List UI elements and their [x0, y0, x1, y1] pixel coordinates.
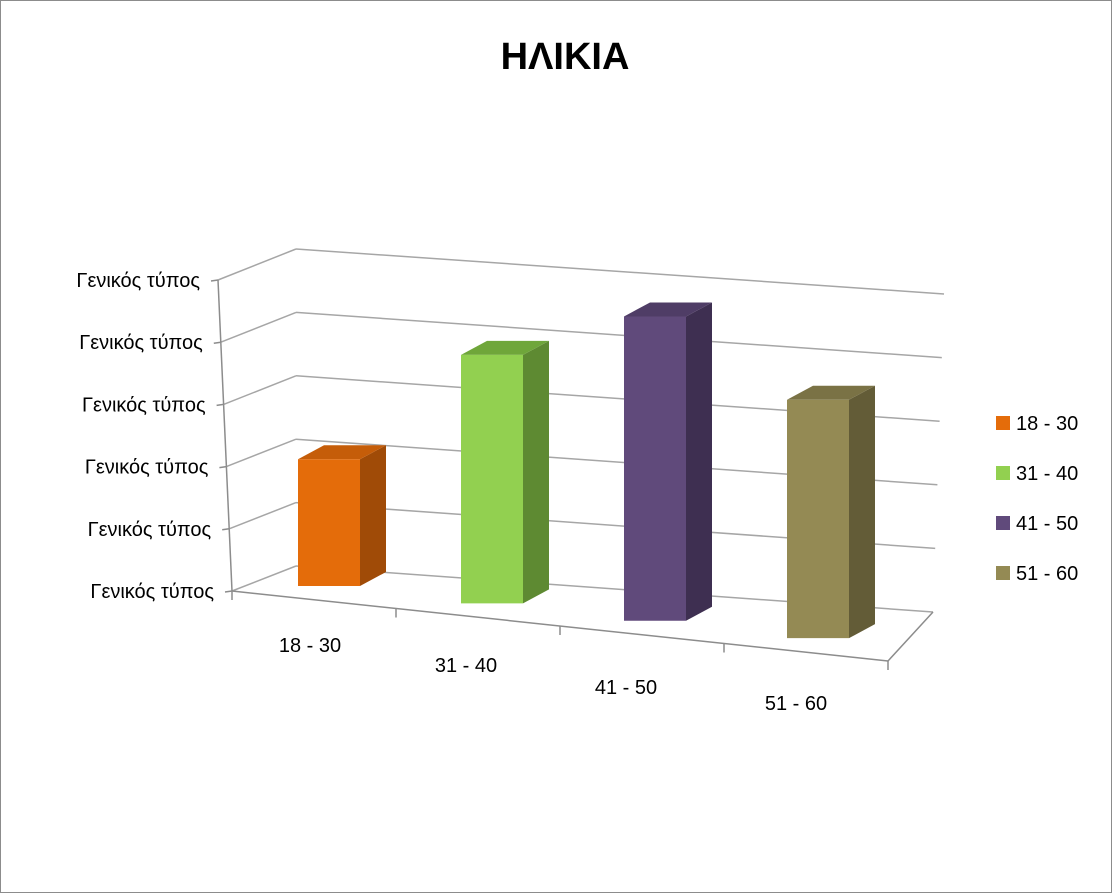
legend-swatch — [996, 416, 1010, 430]
y-tick-label: Γενικός τύπος — [90, 581, 214, 603]
x-tick-label: 31 - 40 — [435, 655, 497, 677]
side-wall-gridline — [228, 501, 297, 530]
y-tick-label: Γενικός τύπος — [88, 519, 212, 541]
legend-swatch — [996, 516, 1010, 530]
legend-label: 18 - 30 — [1016, 413, 1078, 435]
back-wall-gridline — [295, 311, 942, 359]
bar-side-51 - 60 — [849, 385, 875, 639]
y-tick-mark — [219, 465, 227, 469]
bar-top-51 - 60 — [787, 385, 875, 400]
y-tick-label: Γενικός τύπος — [85, 457, 209, 479]
side-wall-gridline — [226, 438, 297, 468]
legend-label: 51 - 60 — [1016, 563, 1078, 585]
floor-edge — [887, 611, 934, 662]
y-axis-line — [217, 279, 233, 592]
y-tick-mark — [210, 279, 219, 282]
y-tick-mark — [216, 403, 224, 407]
bar-51 - 60 — [787, 399, 849, 639]
bar-side-18 - 30 — [360, 445, 386, 586]
bar-side-31 - 40 — [523, 340, 549, 604]
y-tick-label: Γενικός τύπος — [82, 394, 206, 416]
bar-top-18 - 30 — [298, 445, 386, 460]
bar-41 - 50 — [624, 316, 686, 621]
y-tick-mark — [224, 590, 233, 593]
bar-31 - 40 — [461, 354, 523, 604]
side-wall-gridline — [220, 311, 297, 343]
legend-swatch — [996, 466, 1010, 480]
y-tick-mark — [222, 528, 230, 531]
bar-top-31 - 40 — [461, 340, 549, 355]
bar-side-41 - 50 — [686, 302, 712, 621]
x-tick-label: 41 - 50 — [595, 677, 657, 699]
bar-18 - 30 — [298, 459, 360, 586]
side-wall-gridline — [217, 248, 297, 281]
x-tick-label: 18 - 30 — [279, 635, 341, 657]
side-wall-gridline — [231, 565, 297, 592]
legend-label: 41 - 50 — [1016, 513, 1078, 535]
x-tick-label: 51 - 60 — [765, 693, 827, 715]
y-tick-label: Γενικός τύπος — [79, 332, 203, 354]
chart-title: ΗΛΙΚΙΑ — [500, 36, 630, 78]
y-tick-mark — [213, 341, 221, 344]
bar-top-41 - 50 — [624, 302, 712, 317]
legend-swatch — [996, 566, 1010, 580]
y-tick-label: Γενικός τύπος — [76, 270, 200, 292]
legend-label: 31 - 40 — [1016, 463, 1078, 485]
side-wall-gridline — [223, 375, 297, 406]
back-wall-gridline — [295, 248, 945, 295]
